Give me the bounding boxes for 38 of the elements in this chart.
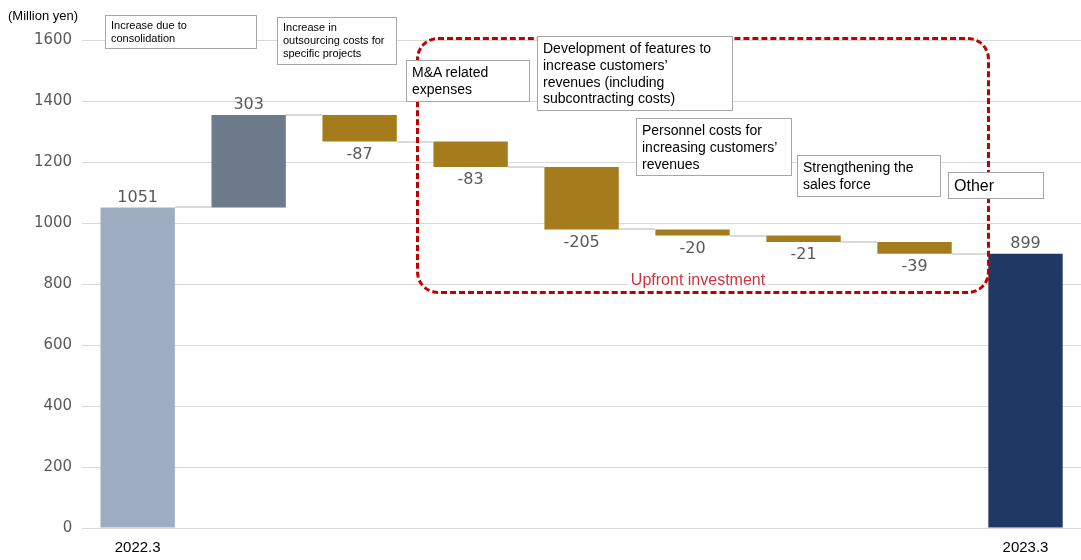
y-tick-label: 400 xyxy=(43,395,73,414)
data-label: -20 xyxy=(679,237,706,257)
callout-box: Increase in outsourcing costs for specific projects xyxy=(277,17,397,65)
y-tick-label: 800 xyxy=(43,273,73,292)
y-tick-label: 600 xyxy=(43,334,73,353)
annotation: Upfront investment xyxy=(628,270,768,291)
data-label: 1051 xyxy=(117,186,159,206)
callout-box: Increase due to consolidation xyxy=(105,15,257,50)
bar xyxy=(655,229,730,236)
bar xyxy=(766,235,841,242)
bar xyxy=(322,115,397,142)
y-tick-label: 200 xyxy=(43,456,73,475)
callout-box: Other xyxy=(948,172,1044,200)
data-label: -83 xyxy=(457,169,484,189)
data-label: 899 xyxy=(1010,232,1041,252)
bar xyxy=(433,141,508,167)
bar xyxy=(988,253,1063,528)
data-label: -39 xyxy=(901,255,928,275)
y-tick-label: 0 xyxy=(62,517,73,536)
y-tick-label: 1000 xyxy=(33,212,73,231)
bar xyxy=(100,207,175,528)
y-tick-label: 1600 xyxy=(33,29,73,48)
callout-box: M&A related expenses xyxy=(406,60,530,102)
callout-box: Development of features to increase customers’ revenues (including subcontracting costs) xyxy=(537,36,733,112)
x-tick-label: 2023.3 xyxy=(1002,538,1049,556)
x-tick-label: 2022.3 xyxy=(114,538,161,556)
data-label: -87 xyxy=(346,143,373,163)
bar xyxy=(877,241,952,254)
callout-box: Personnel costs for increasing customers’ revenues xyxy=(636,118,792,177)
data-label: -21 xyxy=(790,244,817,264)
data-label: 303 xyxy=(233,94,264,114)
data-label: -205 xyxy=(563,231,600,251)
callout-box: Strengthening the sales force xyxy=(797,155,941,197)
bar xyxy=(544,166,619,230)
y-tick-label: 1400 xyxy=(33,90,73,109)
y-tick-label: 1200 xyxy=(33,151,73,170)
bar xyxy=(211,115,286,208)
y-axis-title: (Million yen) xyxy=(8,8,79,23)
